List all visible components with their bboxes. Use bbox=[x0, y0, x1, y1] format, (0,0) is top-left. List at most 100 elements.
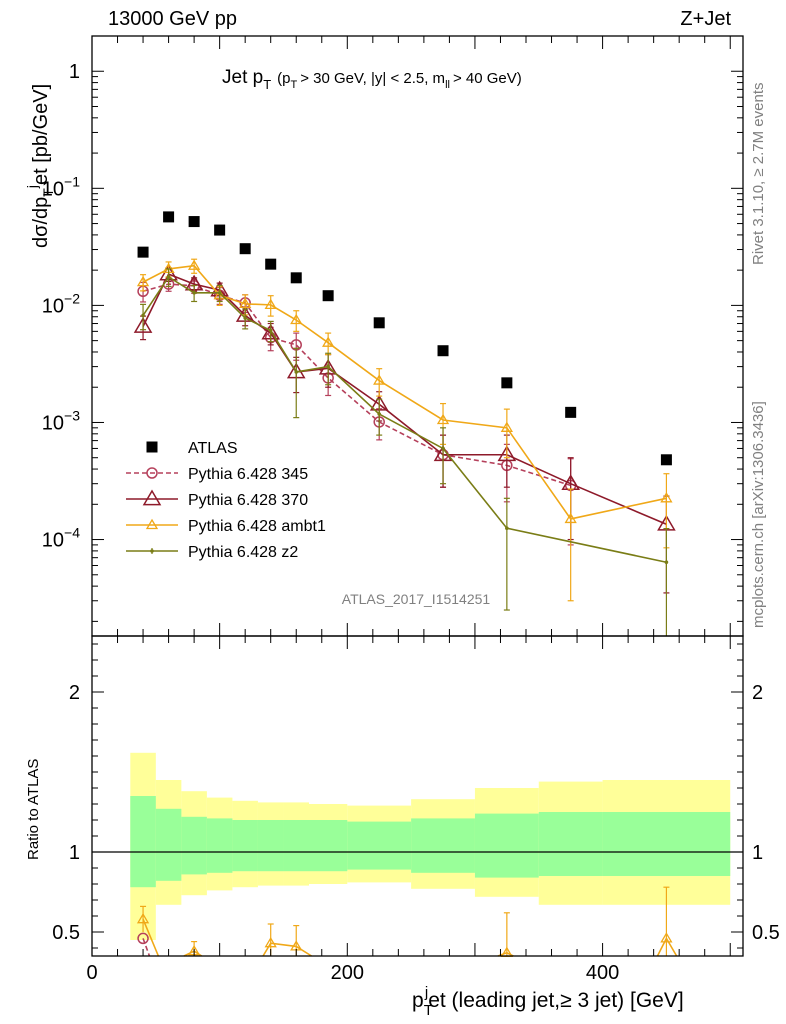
uncertainty-band-green bbox=[309, 820, 348, 872]
series-line bbox=[142, 273, 667, 526]
ratio-line bbox=[142, 918, 160, 957]
data-point bbox=[243, 316, 247, 320]
series-line bbox=[142, 275, 667, 564]
data-point bbox=[373, 317, 385, 329]
data-point bbox=[290, 313, 303, 325]
ratio-line bbox=[262, 942, 312, 957]
x-tick-label: 400 bbox=[586, 962, 619, 984]
data-point bbox=[501, 377, 513, 389]
legend-item-2: Pythia 6.428 370 bbox=[126, 489, 308, 509]
data-point bbox=[294, 370, 299, 374]
uncertainty-band-green bbox=[155, 808, 182, 881]
x-tick-label: 200 bbox=[331, 962, 364, 984]
data-point bbox=[146, 441, 158, 453]
y-tick-label-base: 10 bbox=[42, 412, 64, 434]
data-point bbox=[660, 932, 673, 943]
legend-label: Pythia 6.428 z2 bbox=[188, 544, 298, 561]
data-point bbox=[145, 518, 159, 530]
data-point bbox=[136, 275, 150, 287]
ratio-line bbox=[656, 936, 678, 957]
analysis-watermark: ATLAS_2017_I1514251 bbox=[342, 591, 491, 607]
uncertainty-band-green bbox=[283, 820, 309, 872]
y-tick-label-base: 10 bbox=[42, 295, 64, 317]
ratio-point bbox=[137, 932, 149, 945]
data-point bbox=[264, 298, 277, 310]
legend-label: Pythia 6.428 345 bbox=[188, 466, 308, 483]
data-point bbox=[290, 272, 302, 284]
data-point bbox=[565, 406, 577, 418]
data-point bbox=[377, 412, 382, 416]
uncertainty-band-green bbox=[347, 821, 412, 870]
legend-label: Pythia 6.428 ambt1 bbox=[188, 518, 326, 535]
data-point bbox=[142, 489, 162, 506]
data-point bbox=[137, 246, 149, 258]
main-panel: 110−110−210−310−4 bbox=[42, 35, 744, 637]
y-tick-label-exp: −4 bbox=[64, 525, 80, 541]
data-point bbox=[187, 259, 201, 270]
y-tick-label-base: 10 bbox=[42, 178, 64, 200]
legend-item-1: Pythia 6.428 345 bbox=[126, 466, 308, 483]
y-tick-label-base: 1 bbox=[69, 61, 80, 83]
data-point bbox=[217, 291, 222, 295]
ratio-y-axis-label: Ratio to ATLAS bbox=[25, 759, 42, 860]
energy-label: 13000 GeV pp bbox=[108, 8, 237, 30]
x-tick-label: 0 bbox=[86, 962, 97, 984]
legend-item-4: Pythia 6.428 z2 bbox=[126, 544, 298, 561]
data-point bbox=[239, 297, 252, 309]
series-line bbox=[142, 283, 571, 487]
legend-item-0: ATLAS bbox=[146, 440, 238, 457]
data-point bbox=[166, 275, 171, 279]
data-point bbox=[564, 512, 577, 524]
process-label: Z+Jet bbox=[680, 8, 731, 30]
data-point bbox=[150, 549, 154, 553]
x-axis-label: pTjet (leading jet,≥ 3 jet) [GeV] bbox=[412, 984, 684, 1019]
data-point bbox=[664, 560, 669, 565]
data-point bbox=[497, 445, 517, 462]
data-point bbox=[660, 492, 673, 503]
series-0 bbox=[137, 211, 672, 466]
y-tick-label: 10−4 bbox=[42, 525, 80, 552]
ratio-y-tick-label-right: 1 bbox=[752, 842, 763, 864]
data-point bbox=[373, 374, 386, 385]
data-point bbox=[136, 912, 150, 924]
data-point bbox=[133, 317, 153, 333]
y-tick-label: 10−3 bbox=[42, 407, 80, 434]
y-tick-label-exp: −1 bbox=[64, 173, 80, 189]
rivet-label: Rivet 3.1.10, ≥ 2.7M events bbox=[750, 83, 767, 266]
legend-label: Pythia 6.428 370 bbox=[188, 492, 308, 509]
ratio-y-tick-label: 0.5 bbox=[52, 922, 80, 944]
ratio-y-tick-label-right: 0.5 bbox=[752, 922, 780, 944]
y-tick-label-base: 10 bbox=[42, 530, 64, 552]
uncertainty-band-green bbox=[538, 812, 603, 876]
y-tick-label: 10−2 bbox=[42, 290, 80, 317]
uncertainty-band-green bbox=[257, 820, 284, 872]
ratio-series-1 bbox=[136, 886, 678, 957]
uncertainty-band-green bbox=[206, 818, 233, 873]
data-point bbox=[141, 313, 145, 318]
data-point bbox=[146, 467, 158, 479]
data-point bbox=[436, 413, 450, 425]
uncertainty-band-green bbox=[602, 812, 731, 876]
uncertainty-band-green bbox=[232, 820, 258, 872]
data-point bbox=[268, 328, 273, 333]
data-point bbox=[188, 216, 200, 228]
y-tick-label: 10−1 bbox=[42, 173, 80, 200]
uncertainty-band-green bbox=[411, 818, 475, 873]
data-point bbox=[441, 446, 445, 451]
data-point bbox=[322, 336, 335, 347]
ratio-plot-frame bbox=[91, 635, 744, 957]
ratio-y-tick-label: 1 bbox=[69, 842, 80, 864]
ratio-series-0 bbox=[137, 932, 151, 957]
data-point bbox=[214, 224, 226, 236]
y-tick-label-exp: −2 bbox=[64, 290, 80, 306]
ratio-y-tick-label: 2 bbox=[69, 682, 80, 704]
series-4 bbox=[140, 268, 670, 636]
y-tick-label-exp: −3 bbox=[64, 407, 80, 423]
mcplots-label: mcplots.cern.ch [arXiv:1306.3436] bbox=[750, 401, 767, 628]
data-point bbox=[239, 243, 251, 255]
ratio-line bbox=[142, 938, 151, 957]
main-y-axis-label: dσ/dpTjet [pb/GeV] bbox=[24, 84, 56, 248]
data-point bbox=[163, 211, 175, 223]
ratio-panel: 0 200 400 0.5 0.5 1 1 2 2 bbox=[52, 635, 780, 984]
